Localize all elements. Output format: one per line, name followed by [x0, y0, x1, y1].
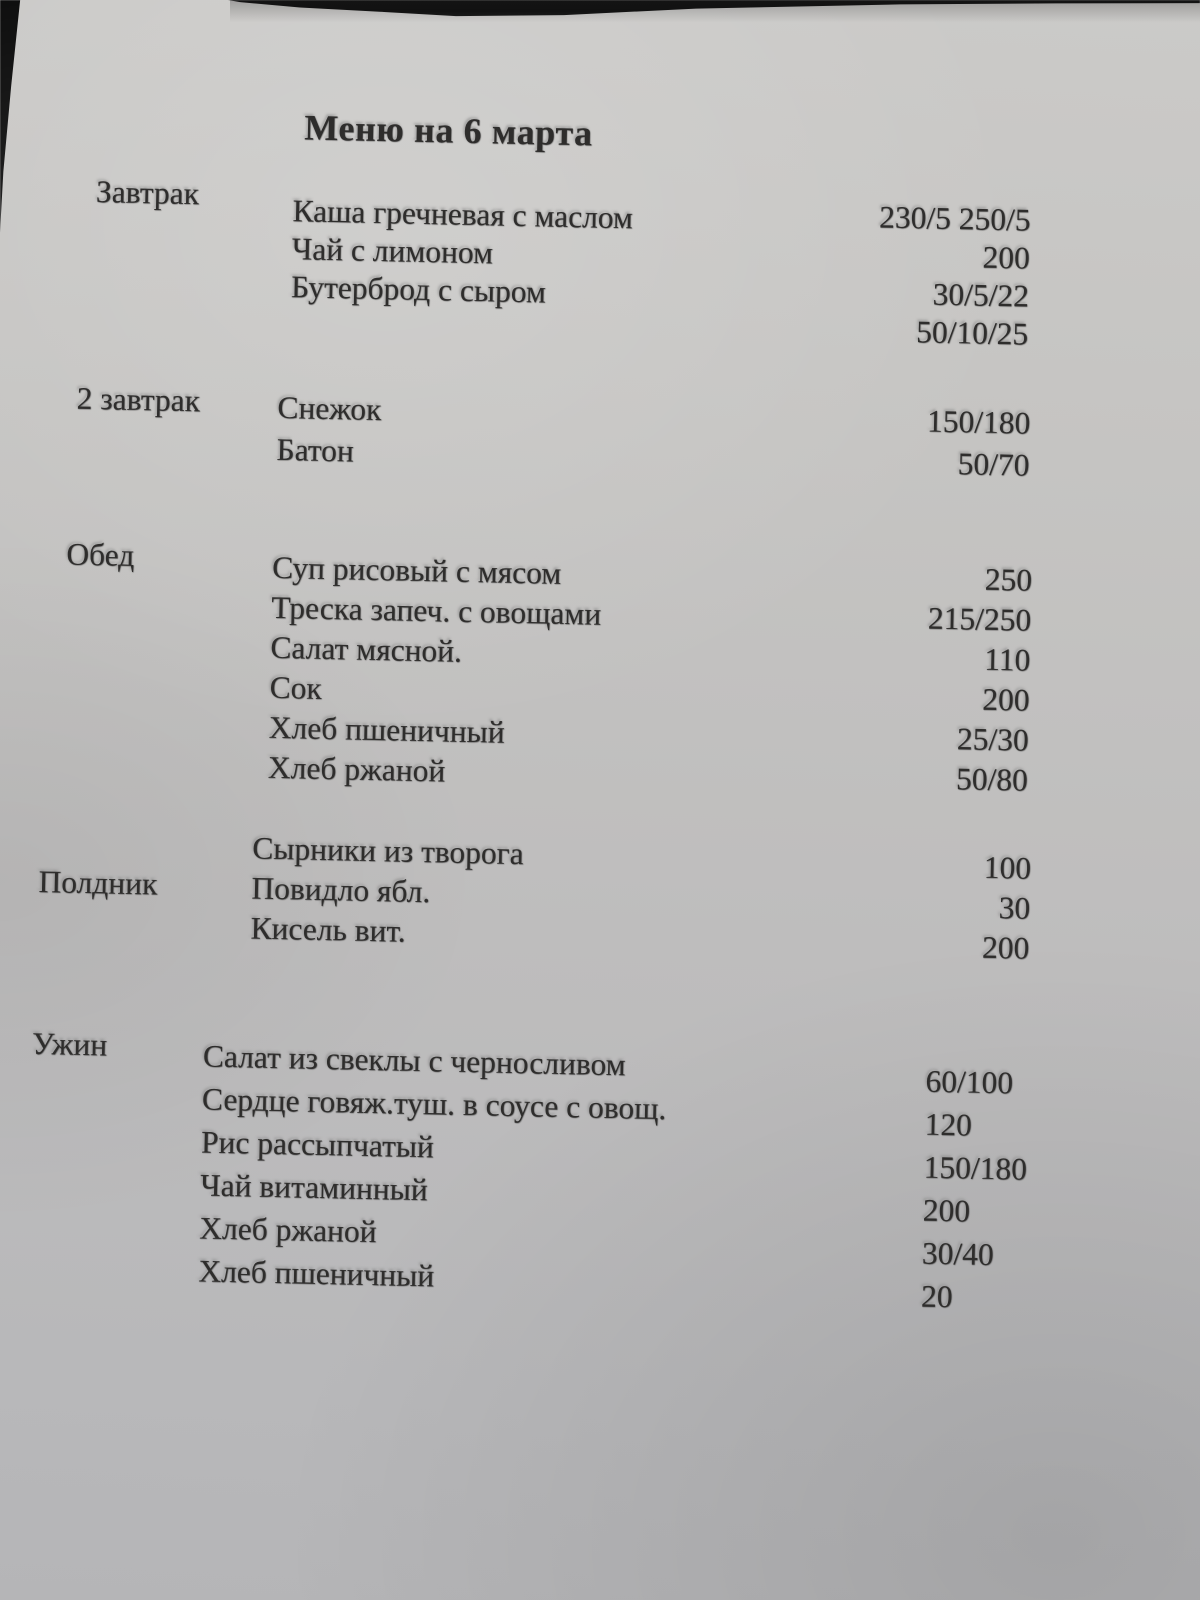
portion-size: 60/100 — [925, 1063, 1014, 1101]
dish-name: Хлеб пшеничный — [198, 1253, 435, 1294]
portion-size: 30 — [998, 890, 1031, 926]
section-dinner-rows: Салат из свеклы с черносливом 60/100 Сер… — [0, 1034, 1178, 1317]
dish-name: Чай витаминный — [199, 1167, 429, 1208]
portion-size: 200 — [982, 239, 1031, 276]
section-breakfast-rows: Каша гречневая с маслом 230/5 250/5 Чай … — [0, 187, 1196, 364]
portion-size: 250 — [984, 561, 1033, 598]
section-second-breakfast-rows: Снежок 150/180 Батон 50/70 — [0, 384, 1192, 493]
portion-size: 110 — [983, 641, 1031, 678]
portion-size: 200 — [981, 681, 1030, 718]
dish-name: Треска запеч. с овощами — [270, 589, 602, 632]
dish-name: Хлеб ржаной — [198, 1210, 377, 1250]
dish-name: Рис рассыпчатый — [200, 1124, 435, 1165]
dish-name: Салат мясной. — [270, 629, 463, 669]
dish-name: Бутерброд с сыром — [290, 269, 547, 310]
portion-size: 150/180 — [926, 403, 1031, 441]
portion-size: 50/80 — [955, 761, 1029, 798]
menu-title: Меню на 6 марта — [303, 107, 594, 154]
portion-size: 200 — [922, 1192, 971, 1229]
portion-size: 50/70 — [957, 446, 1030, 483]
section-afternoon-snack-rows: Сырники из творога 100 Повидло ябл. 30 К… — [0, 825, 1182, 970]
dish-name: Батон — [276, 431, 355, 469]
top-edge-shadow — [230, 0, 1200, 30]
portion-size: 230/5 250/5 — [878, 199, 1031, 238]
dish-name: Сырники из творога — [251, 830, 525, 872]
dish-name: Сок — [269, 669, 323, 706]
portion-size: 50/10/25 — [915, 314, 1029, 352]
dish-name: Суп рисовый с мясом — [271, 549, 562, 591]
portion-size: 25/30 — [956, 721, 1030, 758]
portion-size: 100 — [983, 849, 1032, 886]
portion-size: 30/5/22 — [932, 276, 1030, 314]
dish-name: Салат из свеклы с черносливом — [202, 1038, 627, 1083]
portion-size: 30/40 — [921, 1235, 995, 1273]
portion-size: 200 — [981, 929, 1030, 966]
portion-size: 120 — [924, 1106, 973, 1143]
section-lunch-rows: Суп рисовый с мясом 250 Треска запеч. с … — [0, 544, 1188, 809]
dish-name: Хлеб ржаной — [267, 749, 446, 789]
dish-name: Повидло ябл. — [251, 870, 431, 910]
portion-size: 20 — [920, 1278, 953, 1315]
dish-name: Хлеб пшеничный — [268, 709, 506, 750]
dish-name: Кисель вит. — [250, 910, 407, 949]
dish-name: Снежок — [277, 389, 382, 428]
portion-size: 215/250 — [927, 600, 1032, 638]
dish-name: Каша гречневая с маслом — [292, 193, 634, 236]
dish-name: Чай с лимоном — [291, 231, 494, 271]
